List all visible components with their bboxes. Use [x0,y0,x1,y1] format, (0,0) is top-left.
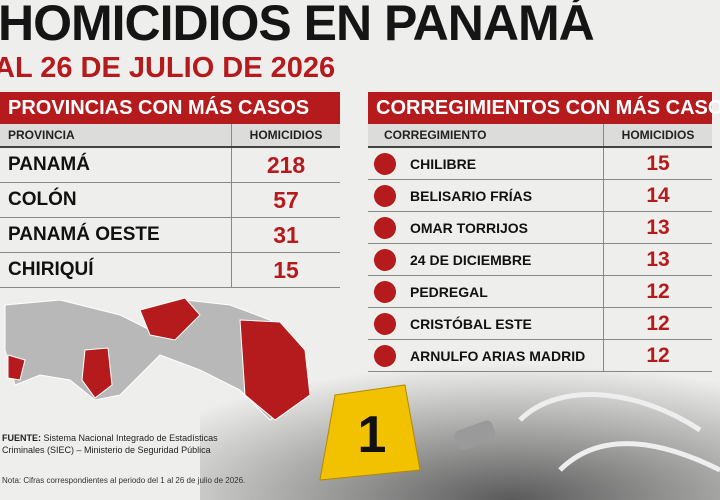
table-row: COLÓN 57 [0,183,340,218]
table-row: CRISTÓBAL ESTE 12 [368,308,712,340]
name: CRISTÓBAL ESTE [410,315,532,332]
column-header: HOMICIDIOS [231,124,340,146]
name: CHILIBRE [410,155,477,172]
count: 13 [603,244,712,275]
name-cell: CHIRIQUÍ [0,259,231,281]
table-title: CORREGIMIENTOS CON MÁS CASOS [368,92,720,124]
row-icon [374,344,396,367]
column-headers: PROVINCIA HOMICIDIOS [0,124,340,148]
table-title: PROVINCIAS CON MÁS CASOS [0,92,340,124]
name-cell: BELISARIO FRÍAS [368,184,603,207]
count: 218 [231,148,340,182]
name: PANAMÁ [8,154,90,175]
table-row: CHIRIQUÍ 15 [0,253,340,288]
name: ARNULFO ARIAS MADRID [410,347,586,364]
source: FUENTE: Sistema Nacional Integrado de Es… [2,432,242,456]
source-text: Sistema Nacional Integrado de Estadístic… [2,433,218,455]
name-cell: ARNULFO ARIAS MADRID [368,344,603,367]
name: OMAR TORRIJOS [410,219,528,236]
row-icon [374,248,396,271]
column-headers: CORREGIMIENTO HOMICIDIOS [368,124,712,148]
name: COLÓN [8,189,77,210]
table-row: OMAR TORRIJOS 13 [368,212,712,244]
name: PEDREGAL [410,283,488,300]
table-row: BELISARIO FRÍAS 14 [368,180,712,212]
row-icon [374,216,396,239]
count: 57 [231,183,340,217]
name: BELISARIO FRÍAS [410,187,533,204]
count: 15 [231,253,340,287]
column-header: PROVINCIA [8,128,75,142]
count: 12 [603,276,712,307]
name: 24 DE DICIEMBRE [410,251,532,268]
count: 14 [603,180,712,211]
name: PANAMÁ OESTE [8,224,160,245]
note: Nota: Cifras correspondientes al periodo… [2,476,246,485]
subtitle: AL 26 DE JULIO DE 2026 [0,52,336,84]
table-row: PANAMÁ 218 [0,148,340,183]
name-cell: PANAMÁ OESTE [0,224,231,246]
name-cell: PEDREGAL [368,280,603,303]
row-icon [374,280,396,303]
provinces-table: PROVINCIAS CON MÁS CASOS PROVINCIA HOMIC… [0,92,340,288]
count: 13 [603,212,712,243]
name-cell: OMAR TORRIJOS [368,216,603,239]
table-row: 24 DE DICIEMBRE 13 [368,244,712,276]
table-row: ARNULFO ARIAS MADRID 12 [368,340,712,372]
name-cell: CRISTÓBAL ESTE [368,312,603,335]
row-icon [374,184,396,207]
table-row: PEDREGAL 12 [368,276,712,308]
title: HOMICIDIOS EN PANAMÁ [0,0,595,51]
corregimientos-table: CORREGIMIENTOS CON MÁS CASOS CORREGIMIEN… [368,92,720,372]
table-row: CHILIBRE 15 [368,148,712,180]
map [4,297,311,421]
count: 12 [603,308,712,339]
table-row: PANAMÁ OESTE 31 [0,218,340,253]
row-icon [374,152,396,175]
bullet-casing [454,420,496,450]
chalk-outline [518,392,720,473]
count: 15 [603,148,712,179]
evidence-marker: 1 [319,384,421,481]
name-cell: CHILIBRE [368,152,603,175]
name: CHIRIQUÍ [8,259,94,280]
row-icon [374,312,396,335]
name-cell: 24 DE DICIEMBRE [368,248,603,271]
column-header: HOMICIDIOS [603,124,712,146]
count: 12 [603,340,712,371]
source-label: FUENTE: [2,433,41,443]
name-cell: COLÓN [0,189,231,211]
count: 31 [231,218,340,252]
name-cell: PANAMÁ [0,154,231,176]
column-header: CORREGIMIENTO [384,128,487,142]
marker-number: 1 [358,406,387,464]
